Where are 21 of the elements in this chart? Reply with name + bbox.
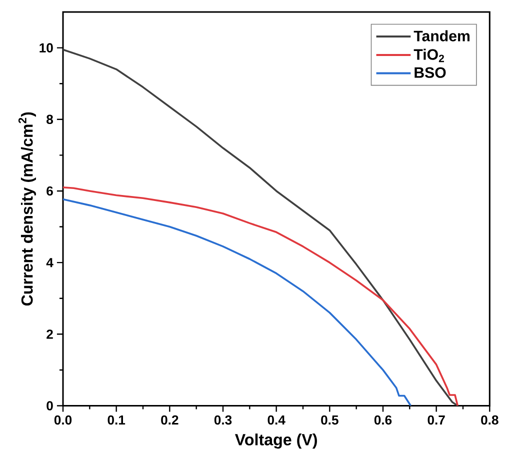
x-tick-label: 0.5 <box>321 415 338 425</box>
line-series <box>63 186 459 406</box>
x-axis-title: Voltage (V) <box>234 434 317 449</box>
x-tick-label: 0.7 <box>428 415 445 425</box>
x-tick-label: 0.2 <box>161 415 178 425</box>
x-tick-label: 0.3 <box>214 415 232 425</box>
x-tick-label: 0.6 <box>374 415 392 425</box>
y-tick-label: 0 <box>46 401 53 410</box>
y-tick-label: 8 <box>46 114 54 124</box>
legend-label: TiO$_{2}$ <box>414 48 444 62</box>
x-tick-label: 0.8 <box>481 415 498 425</box>
y-tick-label: 2 <box>46 330 53 339</box>
x-tick-label: 0.0 <box>54 415 72 425</box>
y-tick-label: 4 <box>46 258 54 268</box>
y-tick-label: 10 <box>40 43 53 52</box>
legend-label: Tandem <box>414 30 470 42</box>
y-tick-label: 6 <box>46 186 53 196</box>
x-tick-label: 0.4 <box>268 415 286 425</box>
y-axis-title: Current density (mA/cm$^{2}$) <box>18 112 36 306</box>
x-tick-label: 0.1 <box>108 415 126 425</box>
legend-label: BSO <box>414 67 446 78</box>
